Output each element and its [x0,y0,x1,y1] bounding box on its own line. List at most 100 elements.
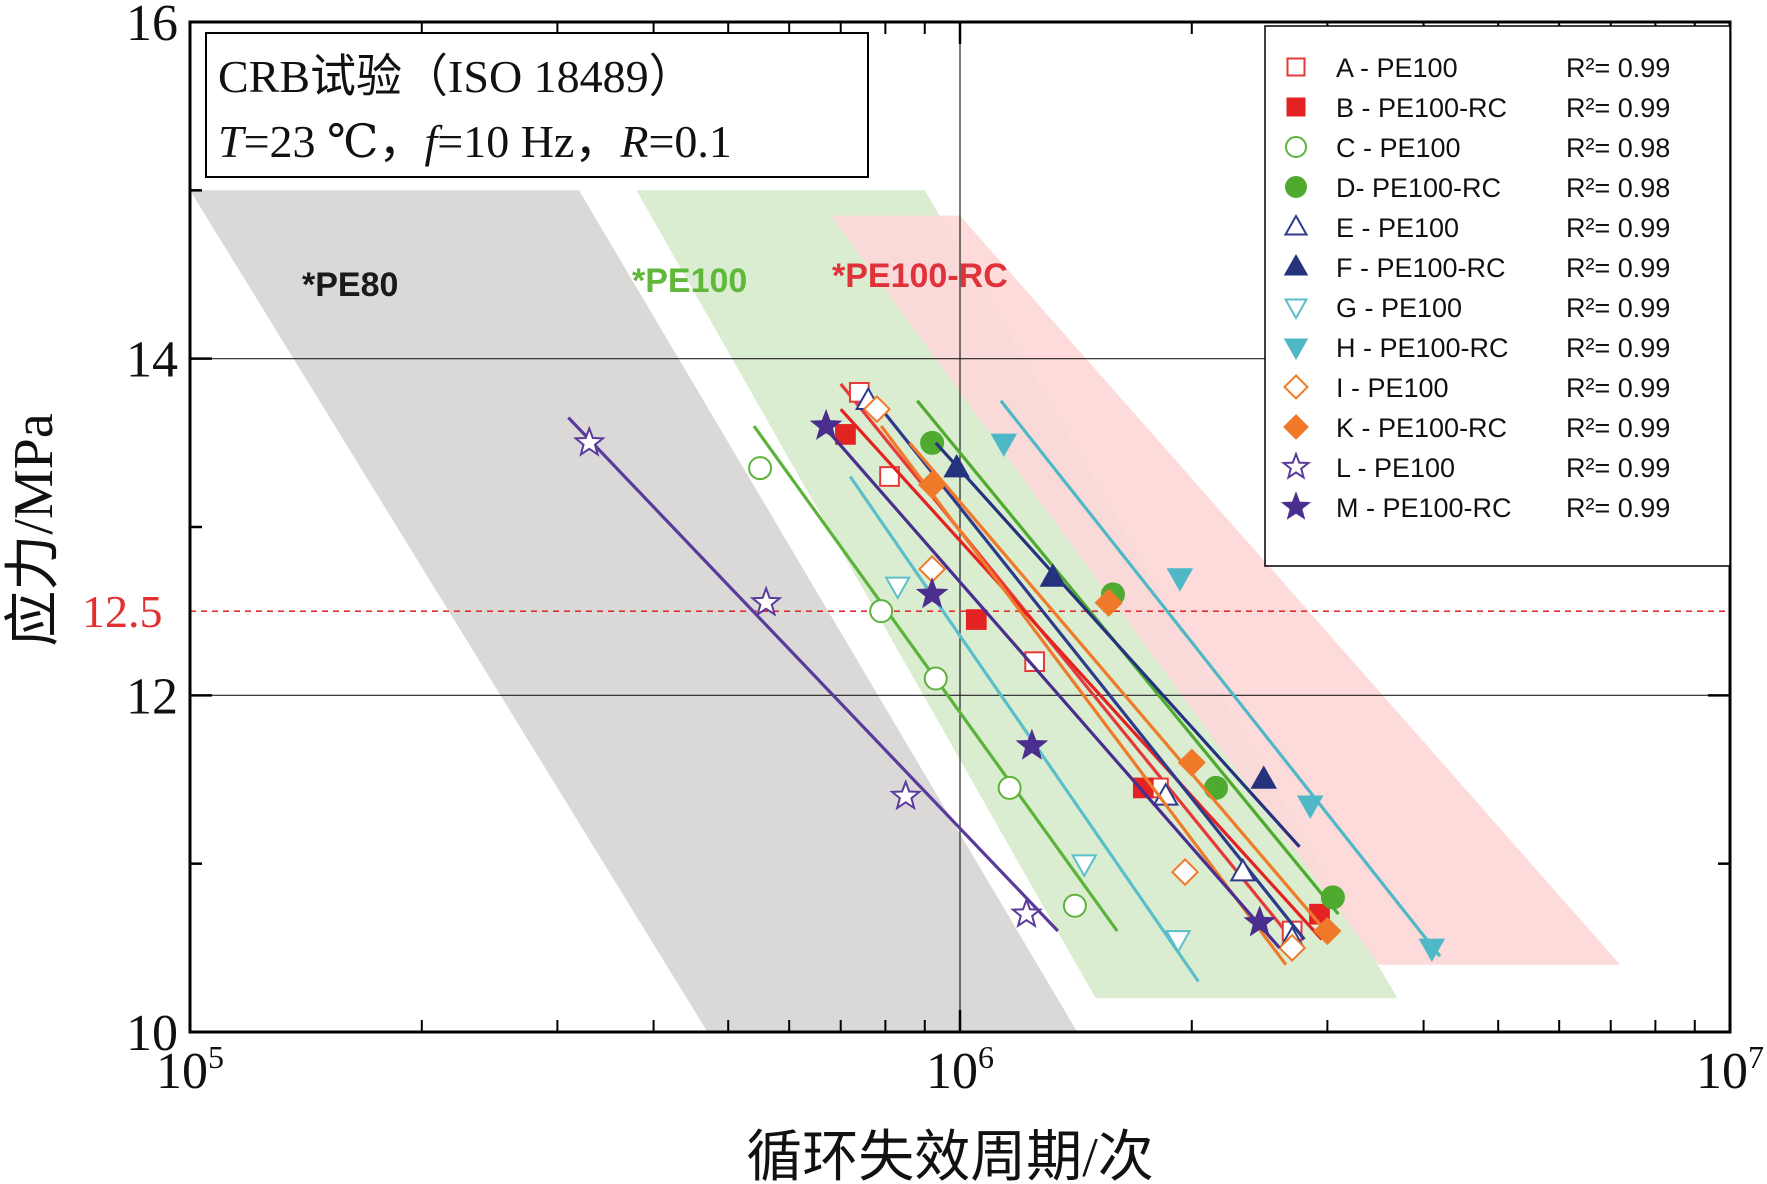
legend-frame [1264,25,1731,567]
data-point-2-2 [923,666,948,691]
fit-line-10 [567,416,1060,933]
fit-line-6 [848,475,1200,983]
legend-r2-0: R²= 0.99 [1566,53,1670,83]
legend-r2-10: R²= 0.99 [1566,453,1670,483]
legend: A - PE100 R²= 0.99 B - PE100-RC R²= 0.99 C -… [1264,25,1731,567]
series-9 [908,441,1342,946]
legend-marker-0 [1286,57,1306,77]
reference-line-label: 12.5 [82,586,163,637]
legend-r2-9: R²= 0.99 [1566,413,1670,443]
series-10 [567,416,1060,933]
legend-marker-6 [1283,298,1309,321]
x-tick-label: 105 [156,1039,224,1100]
legend-marker-1 [1286,97,1306,117]
data-point-2-4 [1062,893,1087,918]
series-7 [990,399,1446,962]
data-point-9-0 [918,470,947,499]
data-point-3-0 [920,430,945,455]
fit-line-7 [999,399,1442,958]
data-point-1-0 [835,424,856,445]
legend-marker-3 [1285,176,1307,198]
info-box-frame [205,32,869,178]
legend-marker-7 [1283,338,1309,361]
legend-r2-7: R²= 0.99 [1566,333,1670,363]
legend-marker-4 [1283,213,1309,236]
band-1 [636,190,1398,999]
y-tick-label: 16 [126,0,178,52]
data-point-9-2 [1177,748,1206,777]
fit-line-1 [839,408,1323,941]
legend-marker-2 [1285,136,1307,158]
legend-label-8: I - PE100 [1336,373,1449,403]
data-point-5-0 [943,453,970,478]
data-point-10-0 [573,425,606,457]
info-line-2: T=23 ℃，f=10 Hz，R=0.1 [218,116,732,167]
data-point-6-1 [1070,854,1098,878]
data-point-11-3 [1243,905,1277,937]
data-point-5-2 [1250,765,1277,789]
legend-r2-2: R²= 0.98 [1566,133,1670,163]
band-labels: *PE80 *PE100 *PE100-RC [302,257,1008,304]
data-point-7-2 [1296,795,1324,819]
legend-r2-5: R²= 0.99 [1566,253,1670,283]
legend-r2-3: R²= 0.98 [1566,173,1670,203]
y-tick-label: 10 [126,1005,178,1062]
legend-label-3: D- PE100-RC [1336,173,1501,203]
data-point-11-1 [915,577,949,609]
series-5 [934,441,1301,848]
legend-label-10: L - PE100 [1336,453,1455,483]
reference-line-group: 12.5 [82,586,1730,637]
data-point-0-2 [1024,651,1045,673]
band-label-0: *PE80 [302,266,398,304]
data-point-7-3 [1418,938,1446,962]
legend-r2-8: R²= 0.99 [1566,373,1670,403]
legend-label-5: F - PE100-RC [1336,253,1506,283]
x-tick-label: 107 [1696,1039,1764,1100]
info-box: CRB试验（ISO 18489） T=23 ℃，f=10 Hz，R=0.1 [205,32,869,178]
data-point-8-2 [1170,858,1200,887]
axes-group: 10 12 14 16 105 106 107 [126,0,1764,1100]
legend-r2-11: R²= 0.99 [1566,493,1670,523]
y-tick-label: 12 [126,668,178,725]
legend-r2-6: R²= 0.99 [1566,293,1670,323]
legend-label-2: C - PE100 [1336,133,1461,163]
data-point-1-1 [965,609,987,630]
legend-marker-11 [1280,491,1312,520]
data-point-4-2 [1229,857,1257,882]
legend-marker-10 [1280,451,1312,480]
data-point-6-0 [884,576,911,601]
fit-line-5 [934,441,1301,848]
band-2 [831,215,1621,965]
data-point-2-1 [869,599,894,624]
fit-line-11 [829,433,1281,949]
series-11 [809,408,1281,949]
data-point-5-1 [1039,563,1067,587]
x-axis-label: 循环失效周期/次 [746,1127,1154,1184]
data-point-11-0 [809,408,843,440]
data-point-0-1 [879,466,900,487]
legend-label-9: K - PE100-RC [1336,413,1507,443]
data-point-2-0 [748,456,773,481]
legend-label-7: H - PE100-RC [1336,333,1509,363]
data-point-10-1 [749,585,783,617]
fit-line-8 [879,425,1288,966]
legend-label-11: M - PE100-RC [1336,493,1512,523]
legend-marker-8 [1283,374,1309,400]
fit-line-9 [908,441,1335,941]
data-point-10-3 [1010,897,1043,928]
series-group [567,381,1446,983]
legend-r2-4: R²= 0.99 [1566,213,1670,243]
legend-marker-9 [1283,414,1309,440]
data-point-7-0 [990,433,1018,457]
data-point-7-1 [1166,568,1194,592]
data-point-3-3 [1320,885,1345,910]
y-axis-label: 应力/MPa [3,413,65,646]
series-8 [862,395,1307,966]
band-label-1: *PE100 [632,262,747,300]
legend-label-4: E - PE100 [1336,213,1459,243]
legend-r2-1: R²= 0.99 [1566,93,1670,123]
data-point-9-1 [1094,588,1123,617]
legend-label-6: G - PE100 [1336,293,1462,323]
series-2 [748,425,1119,932]
